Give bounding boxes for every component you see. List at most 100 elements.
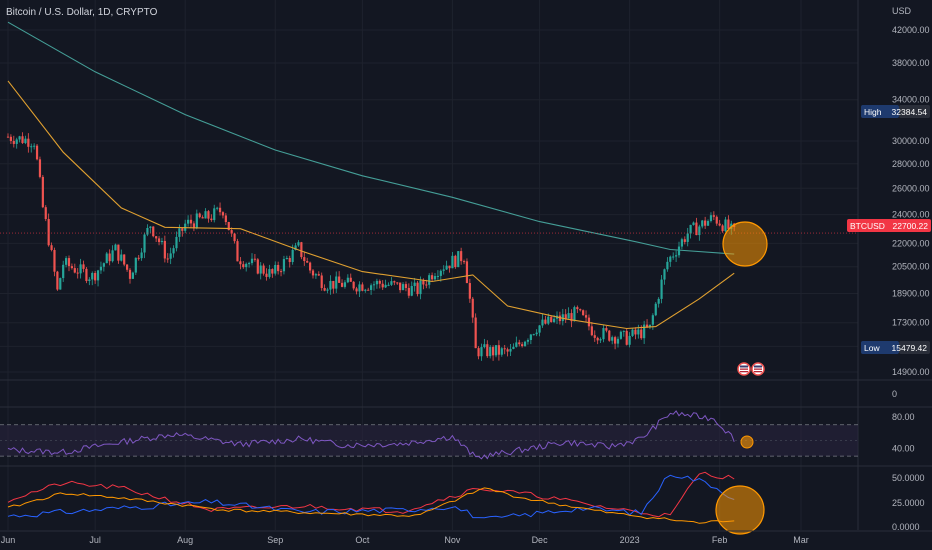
rsi-pane[interactable] bbox=[0, 410, 858, 460]
candle-body bbox=[590, 326, 593, 336]
candles bbox=[6, 132, 736, 361]
candle-body bbox=[683, 239, 686, 242]
candle-body bbox=[674, 255, 678, 257]
candle-body bbox=[308, 262, 312, 271]
event-flag-icon[interactable] bbox=[751, 362, 765, 376]
candle-body bbox=[430, 275, 434, 280]
candle-body bbox=[550, 316, 553, 323]
candle-body bbox=[30, 146, 33, 148]
candle-body bbox=[677, 246, 681, 256]
candle-body bbox=[332, 280, 335, 289]
candle-body bbox=[663, 269, 666, 280]
candle-body bbox=[457, 251, 460, 268]
candle-body bbox=[227, 222, 230, 231]
high-tag-label: High bbox=[864, 107, 882, 117]
candle-body bbox=[288, 257, 291, 263]
dmi-pane[interactable] bbox=[7, 471, 765, 535]
candle-body bbox=[622, 330, 625, 332]
candle-body bbox=[419, 280, 422, 295]
candle-body bbox=[230, 230, 233, 234]
candle-body bbox=[140, 252, 143, 259]
candle-body bbox=[724, 219, 727, 232]
candle-body bbox=[282, 259, 286, 272]
candle-body bbox=[285, 257, 288, 260]
price-tick-label: 18900.00 bbox=[892, 289, 930, 299]
candle-body bbox=[672, 256, 675, 258]
candle-body bbox=[541, 319, 544, 326]
candle-body bbox=[24, 138, 27, 144]
candle-body bbox=[407, 287, 410, 296]
candle-body bbox=[64, 258, 68, 265]
candle-body bbox=[375, 280, 379, 285]
candle-body bbox=[201, 217, 204, 219]
candle-body bbox=[422, 280, 425, 285]
candle-body bbox=[15, 139, 18, 144]
event-flag-canton bbox=[740, 365, 748, 368]
candle-body bbox=[669, 256, 672, 262]
adx-line bbox=[7, 487, 735, 524]
candle-body bbox=[137, 257, 140, 259]
candle-body bbox=[494, 345, 498, 356]
candle-body bbox=[33, 145, 36, 147]
price-pane[interactable] bbox=[0, 21, 858, 376]
candle-body bbox=[445, 265, 448, 270]
candle-body bbox=[18, 136, 21, 140]
candle-body bbox=[59, 278, 62, 290]
candle-body bbox=[596, 337, 599, 341]
candle-body bbox=[393, 281, 396, 283]
price-tick-label: 24000.00 bbox=[892, 210, 930, 220]
zero-tick-label: 0 bbox=[892, 389, 897, 399]
candle-body bbox=[192, 223, 196, 229]
dmi-tick-label: 50.0000 bbox=[892, 473, 925, 483]
candle-body bbox=[12, 140, 15, 144]
candle-body bbox=[349, 277, 352, 282]
price-tick-label: 28000.00 bbox=[892, 159, 930, 169]
candle-body bbox=[79, 264, 82, 274]
candle-body bbox=[401, 284, 405, 291]
candle-body bbox=[643, 324, 646, 339]
candle-body bbox=[128, 269, 132, 279]
highlight-circle-price bbox=[722, 221, 768, 267]
candle-body bbox=[125, 264, 129, 270]
candle-body bbox=[329, 280, 332, 290]
candle-body bbox=[613, 337, 617, 344]
candle-body bbox=[271, 269, 274, 274]
candle-body bbox=[500, 348, 503, 355]
candle-body bbox=[584, 315, 588, 318]
price-tick-label: 26000.00 bbox=[892, 183, 930, 193]
time-tick-label: Sep bbox=[267, 535, 283, 545]
time-tick-label: Oct bbox=[355, 535, 370, 545]
price-tick-label: 22000.00 bbox=[892, 238, 930, 248]
candle-body bbox=[399, 282, 402, 291]
price-tick-label: 20500.00 bbox=[892, 262, 930, 272]
candle-body bbox=[21, 136, 24, 144]
candle-body bbox=[218, 207, 222, 213]
dmi-minus-line bbox=[7, 471, 735, 518]
chart-title: Bitcoin / U.S. Dollar, 1D, CRYPTO bbox=[6, 7, 158, 18]
candle-body bbox=[631, 329, 634, 336]
event-flags[interactable] bbox=[737, 362, 765, 376]
candle-body bbox=[416, 282, 419, 295]
candle-body bbox=[9, 136, 13, 141]
candle-body bbox=[381, 283, 384, 288]
candle-body bbox=[62, 264, 65, 279]
candle-body bbox=[210, 218, 213, 221]
candle-body bbox=[645, 324, 649, 328]
candle-body bbox=[204, 211, 207, 219]
candle-body bbox=[303, 257, 306, 262]
candle-body bbox=[570, 313, 573, 322]
candle-body bbox=[582, 310, 585, 316]
event-flag-icon[interactable] bbox=[737, 362, 751, 376]
event-flag-stripe bbox=[754, 371, 762, 373]
time-axis[interactable]: Jun Jul Aug Sep Oct Nov Dec 2023 Feb Mar bbox=[0, 530, 932, 545]
high-tag-value: 32384.54 bbox=[892, 107, 928, 117]
candle-body bbox=[512, 346, 515, 349]
candle-body bbox=[486, 344, 489, 357]
candle-body bbox=[274, 264, 277, 274]
candle-body bbox=[497, 345, 501, 355]
candle-body bbox=[515, 342, 518, 347]
candle-body bbox=[718, 223, 721, 226]
moving-average-short bbox=[7, 80, 735, 330]
candle-body bbox=[131, 272, 135, 279]
